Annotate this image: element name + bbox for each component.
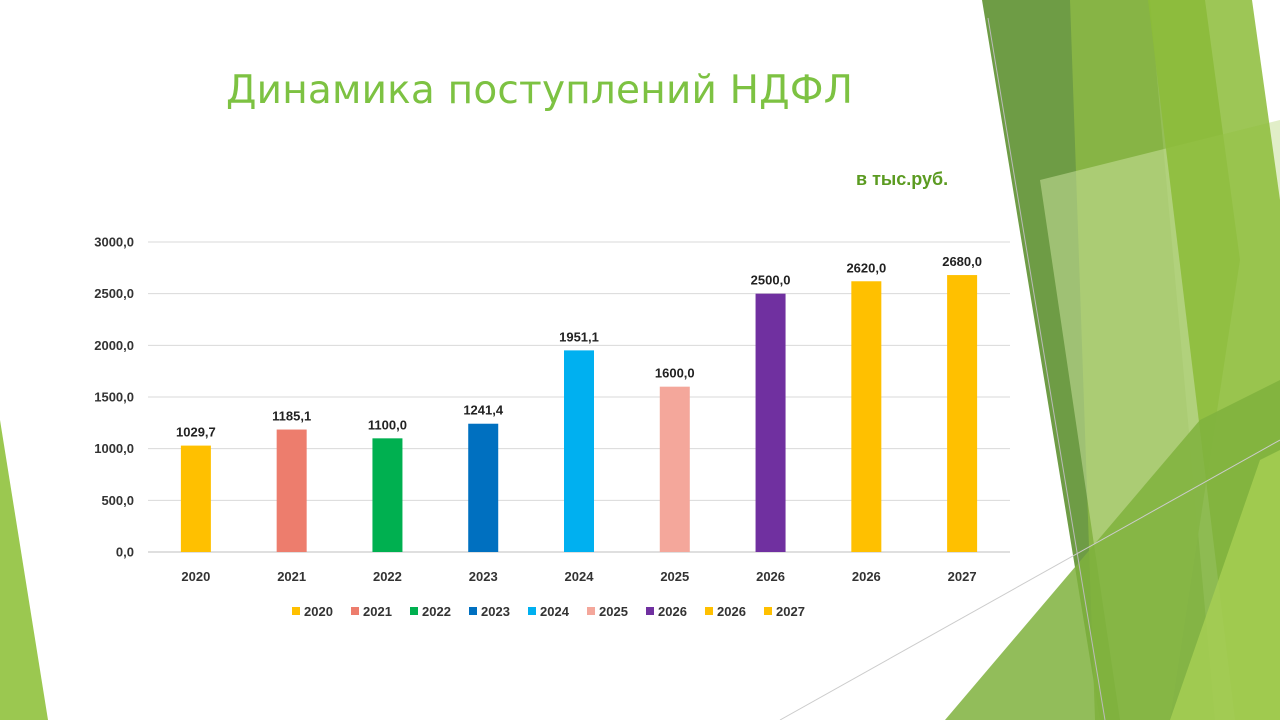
legend-swatch bbox=[469, 607, 477, 615]
decor-bottom-triangle bbox=[945, 380, 1280, 720]
y-tick-label: 0,0 bbox=[116, 545, 134, 560]
decor-left-triangle bbox=[0, 420, 48, 720]
data-label: 1185,1 bbox=[272, 409, 311, 424]
x-tick-label: 2021 bbox=[277, 569, 306, 584]
bar bbox=[468, 423, 499, 552]
legend-swatch bbox=[292, 607, 300, 615]
bar bbox=[755, 293, 786, 552]
units-label: в тыс.руб. bbox=[856, 169, 949, 189]
y-tick-label: 500,0 bbox=[101, 493, 134, 508]
legend-swatch bbox=[705, 607, 713, 615]
y-tick-label: 2500,0 bbox=[94, 286, 134, 301]
y-tick-label: 3000,0 bbox=[94, 235, 134, 250]
data-label: 2620,0 bbox=[846, 260, 886, 275]
y-tick-label: 2000,0 bbox=[94, 338, 134, 353]
decor-line-2 bbox=[779, 439, 1280, 720]
legend-label: 2021 bbox=[363, 604, 392, 619]
bar bbox=[276, 429, 307, 552]
data-label: 2680,0 bbox=[942, 254, 982, 269]
x-tick-label: 2024 bbox=[565, 569, 595, 584]
y-tick-label: 1500,0 bbox=[94, 390, 134, 405]
bar bbox=[180, 445, 211, 552]
bar bbox=[947, 275, 978, 552]
legend-label: 2023 bbox=[481, 604, 510, 619]
bar bbox=[564, 350, 594, 552]
bar bbox=[851, 281, 882, 552]
legend-label: 2027 bbox=[776, 604, 805, 619]
data-label: 1600,0 bbox=[655, 366, 695, 381]
y-axis: 0,0 500,0 1000,0 1500,0 2000,0 2500,0 3000,0 bbox=[94, 235, 134, 560]
legend-label: 2026 bbox=[658, 604, 687, 619]
x-tick-label: 2026 bbox=[852, 569, 881, 584]
x-tick-label: 2026 bbox=[756, 569, 785, 584]
legend-label: 2020 bbox=[304, 604, 333, 619]
legend-swatch bbox=[646, 607, 654, 615]
legend-label: 2025 bbox=[599, 604, 628, 619]
legend-swatch bbox=[587, 607, 595, 615]
decor-bottom-light bbox=[1170, 450, 1280, 720]
x-tick-label: 2020 bbox=[181, 569, 210, 584]
legend-swatch bbox=[410, 607, 418, 615]
data-label: 1100,0 bbox=[368, 417, 407, 432]
bar bbox=[372, 438, 403, 552]
data-label: 2500,0 bbox=[751, 273, 791, 288]
x-tick-label: 2023 bbox=[469, 569, 498, 584]
data-label: 1951,1 bbox=[559, 329, 599, 344]
legend: 2020 2021 2022 2023 2024 2025 2026 2026 2027 bbox=[292, 604, 805, 619]
x-axis: 2020 2021 2022 2023 2024 2025 2026 2026 2027 bbox=[181, 569, 976, 584]
data-label: 1241,4 bbox=[463, 403, 504, 418]
bars: 1029,7 1185,1 1100,0 1241,4 1951,1 1600,0 2500… bbox=[176, 254, 982, 552]
legend-swatch bbox=[528, 607, 536, 615]
x-tick-label: 2027 bbox=[948, 569, 977, 584]
x-tick-label: 2025 bbox=[660, 569, 689, 584]
legend-swatch bbox=[764, 607, 772, 615]
x-tick-label: 2022 bbox=[373, 569, 402, 584]
legend-label: 2024 bbox=[540, 604, 570, 619]
legend-label: 2026 bbox=[717, 604, 746, 619]
legend-label: 2022 bbox=[422, 604, 451, 619]
y-tick-label: 1000,0 bbox=[94, 441, 134, 456]
data-label: 1029,7 bbox=[176, 425, 216, 440]
bar bbox=[659, 386, 690, 552]
legend-swatch bbox=[351, 607, 359, 615]
decor-line-1 bbox=[987, 17, 1106, 720]
slide-title: Динамика поступлений НДФЛ bbox=[226, 68, 854, 113]
